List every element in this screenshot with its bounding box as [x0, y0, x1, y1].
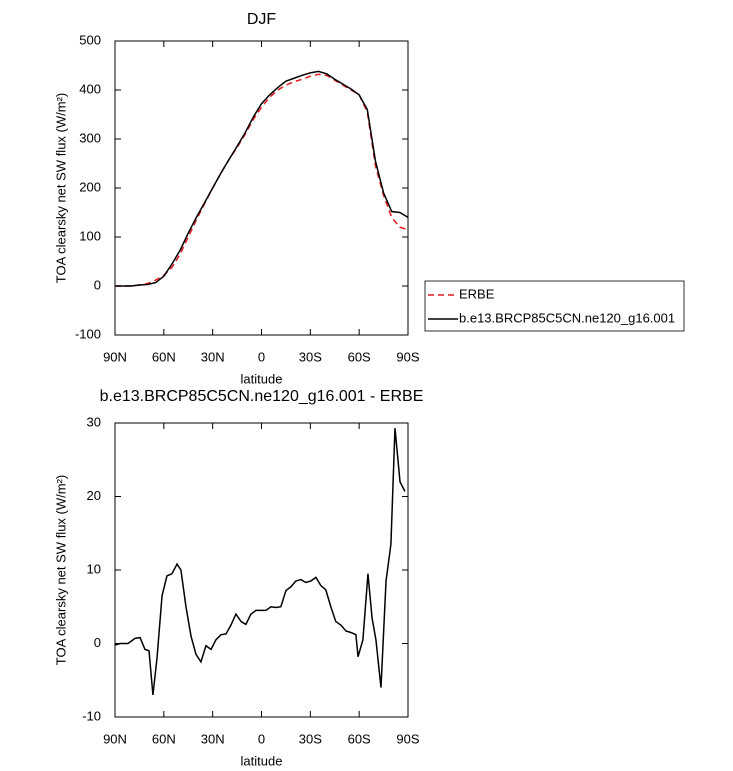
chart-title: b.e13.BRCP85C5CN.ne120_g16.001 - ERBE	[100, 388, 424, 405]
x-tick-label: 60N	[152, 731, 176, 746]
data-line	[114, 428, 406, 696]
x-tick-label: 30S	[299, 349, 322, 364]
y-tick-label: 10	[87, 561, 101, 576]
y-tick-label: 300	[79, 130, 101, 145]
x-tick-label: 90N	[103, 731, 127, 746]
legend-label: b.e13.BRCP85C5CN.ne120_g16.001	[459, 310, 675, 325]
y-tick-label: -100	[75, 326, 101, 341]
x-tick-label: 30N	[201, 349, 225, 364]
y-tick-label: 500	[79, 32, 101, 47]
plot-frame	[114, 422, 409, 718]
x-tick-label: 90S	[396, 349, 419, 364]
y-tick-label: 0	[94, 277, 101, 292]
y-tick-label: 100	[79, 228, 101, 243]
y-tick-label: -10	[82, 708, 101, 723]
chart-title: DJF	[247, 11, 277, 28]
x-axis-label: latitude	[241, 753, 283, 768]
x-tick-label: 30S	[299, 731, 322, 746]
y-axis-label: TOA clearsky net SW flux (W/m²)	[53, 93, 68, 283]
data-line	[115, 70, 409, 287]
x-tick-label: 60N	[152, 349, 176, 364]
x-tick-label: 0	[258, 731, 265, 746]
y-tick-label: 400	[79, 81, 101, 96]
y-tick-label: 20	[87, 488, 101, 503]
legend-box	[424, 280, 685, 332]
legend-label: ERBE	[459, 286, 495, 301]
x-tick-label: 60S	[348, 349, 371, 364]
y-axis-label: TOA clearsky net SW flux (W/m²)	[53, 475, 68, 665]
x-tick-label: 0	[258, 349, 265, 364]
y-tick-label: 200	[79, 179, 101, 194]
x-tick-label: 90S	[396, 731, 419, 746]
x-tick-label: 30N	[201, 731, 225, 746]
y-tick-label: 30	[87, 414, 101, 429]
x-axis-label: latitude	[241, 371, 283, 386]
data-line	[115, 73, 409, 287]
x-tick-label: 60S	[348, 731, 371, 746]
x-tick-label: 90N	[103, 349, 127, 364]
y-tick-label: 0	[94, 635, 101, 650]
plot-frame	[114, 40, 409, 336]
